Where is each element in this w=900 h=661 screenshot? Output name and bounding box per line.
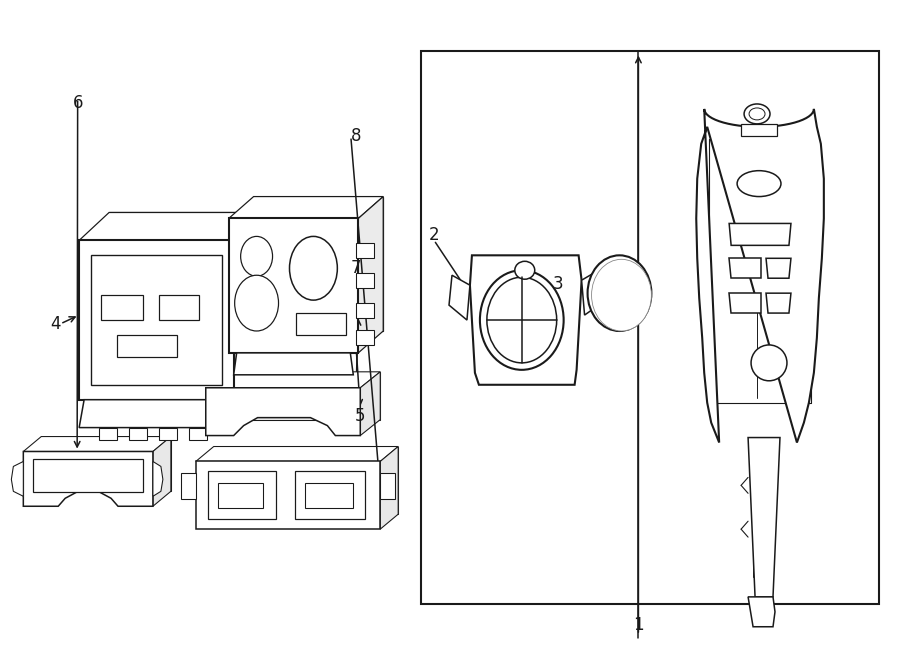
Polygon shape [229,196,383,219]
Polygon shape [109,212,264,372]
Polygon shape [360,372,380,436]
Bar [99,428,117,440]
Polygon shape [153,461,163,496]
Polygon shape [206,388,360,436]
Polygon shape [729,223,791,245]
Polygon shape [181,473,196,499]
Polygon shape [196,461,380,529]
Bar [356,243,374,258]
Bar [101,295,143,320]
Polygon shape [748,597,775,627]
Bar [33,459,143,492]
Text: 4: 4 [50,315,60,333]
Bar [421,51,879,603]
Bar [229,219,358,353]
Polygon shape [470,255,581,385]
Polygon shape [380,447,398,529]
Text: 6: 6 [72,95,83,112]
Polygon shape [234,353,354,375]
Polygon shape [449,275,470,320]
Ellipse shape [240,237,273,276]
Bar [159,295,199,320]
Bar [117,335,176,357]
Bar [208,471,275,519]
Polygon shape [581,270,601,315]
Ellipse shape [235,275,278,331]
Text: 2: 2 [428,226,439,244]
Text: 8: 8 [350,128,361,145]
Ellipse shape [588,255,652,331]
Bar [189,428,207,440]
Text: 1: 1 [633,616,643,634]
Bar [129,428,147,440]
Polygon shape [729,293,761,313]
Ellipse shape [749,108,765,120]
Bar [159,428,176,440]
Ellipse shape [487,277,557,363]
Bar [295,471,365,519]
Polygon shape [766,258,791,278]
Bar [296,313,346,335]
Bar [305,483,354,508]
Bar [741,124,777,136]
Bar [79,241,234,400]
Polygon shape [79,212,264,241]
Ellipse shape [290,237,338,300]
Ellipse shape [744,104,770,124]
Polygon shape [226,372,380,420]
Polygon shape [729,258,761,278]
Ellipse shape [591,259,652,331]
Bar [356,273,374,288]
Text: 7: 7 [350,259,361,277]
Ellipse shape [737,171,781,196]
Polygon shape [358,196,383,353]
Polygon shape [79,400,234,428]
Text: 3: 3 [553,276,563,293]
Polygon shape [206,372,380,388]
Bar [356,330,374,345]
Polygon shape [23,436,171,451]
Polygon shape [380,473,395,499]
Polygon shape [153,436,171,506]
Polygon shape [766,293,791,313]
Polygon shape [234,212,264,400]
Polygon shape [41,436,171,491]
Polygon shape [196,447,398,461]
Ellipse shape [752,345,787,381]
Text: 5: 5 [355,407,365,425]
Bar [356,303,374,318]
Ellipse shape [515,261,535,279]
Polygon shape [23,451,153,506]
Polygon shape [12,461,23,496]
Ellipse shape [480,270,563,370]
Polygon shape [697,109,824,442]
Bar [91,255,221,385]
Polygon shape [254,196,383,331]
Polygon shape [213,447,398,514]
Polygon shape [748,438,780,597]
Bar [218,483,263,508]
